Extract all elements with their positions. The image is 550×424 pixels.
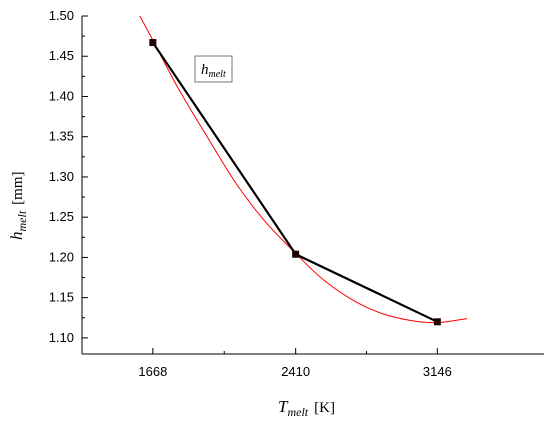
- legend-main: h: [201, 62, 209, 78]
- x-axis-var: T: [278, 397, 289, 416]
- y-tick-label: 1.10: [49, 330, 74, 345]
- fit-curve-series: [139, 15, 468, 324]
- fit-curve: [139, 15, 468, 324]
- x-axis-unit: [K]: [314, 400, 335, 416]
- y-tick-label: 1.45: [49, 48, 74, 63]
- data-point-marker: [433, 318, 441, 326]
- y-tick-label: 1.25: [49, 209, 74, 224]
- x-tick-label: 1668: [138, 364, 167, 379]
- y-ticks: 1.10 1.15 1.20 1.25 1.30 1.35 1.40 1.45 1.50: [49, 8, 88, 345]
- y-tick-label: 1.30: [49, 169, 74, 184]
- legend-label: hmelt: [201, 62, 226, 80]
- x-tick-label: 3146: [423, 364, 452, 379]
- data-point-marker: [292, 250, 300, 258]
- y-tick-label: 1.35: [49, 129, 74, 144]
- x-ticks: 1668 2410 3146: [138, 348, 452, 379]
- y-axis-label: hmelt [mm]: [7, 172, 29, 241]
- legend-frame: [194, 55, 233, 83]
- y-tick-label: 1.15: [49, 290, 74, 305]
- data-point-marker: [149, 39, 157, 47]
- h-melt-series: [149, 39, 441, 326]
- y-axis-sub: melt: [15, 210, 29, 231]
- y-tick-label: 1.50: [49, 8, 74, 23]
- axes: [81, 16, 544, 355]
- y-tick-label: 1.20: [49, 249, 74, 264]
- h-melt-line: [151, 41, 438, 323]
- legend-sub: melt: [209, 69, 226, 80]
- y-axis-unit: [mm]: [10, 172, 26, 205]
- legend-box: hmelt: [194, 55, 233, 83]
- y-axis-var: h: [7, 232, 26, 241]
- x-axis-label: Tmelt [K]: [278, 397, 335, 419]
- y-tick-label: 1.40: [49, 88, 74, 103]
- x-axis-sub: melt: [287, 405, 308, 419]
- x-tick-label: 2410: [281, 364, 310, 379]
